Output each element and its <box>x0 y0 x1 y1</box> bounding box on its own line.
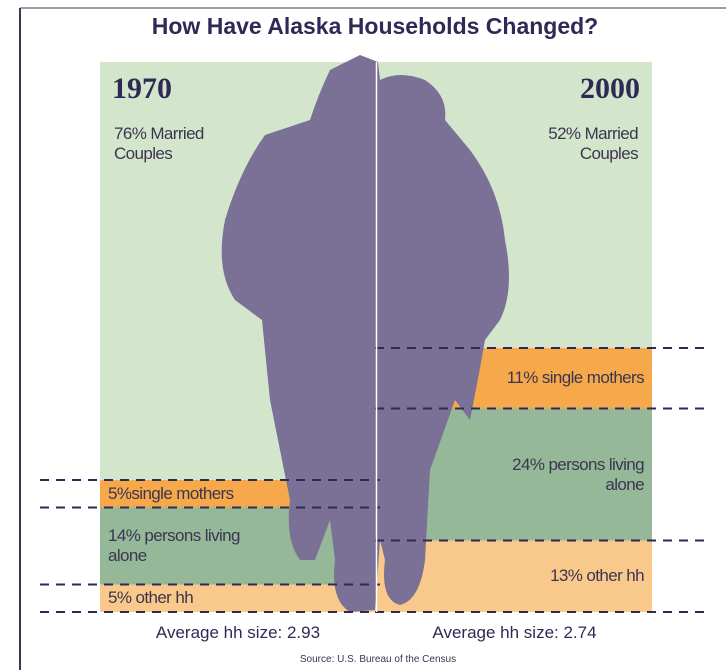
chart-title: How Have Alaska Households Changed? <box>152 13 598 39</box>
value-label-text: 11% single mothers <box>507 368 644 388</box>
value-label: 11% single mothers <box>385 348 644 409</box>
value-label-text: 5%single mothers <box>108 484 234 504</box>
value-label-text: 13% other hh <box>550 566 644 586</box>
value-label: 13% other hh <box>385 541 644 613</box>
category-label: 2000 <box>580 72 640 105</box>
category-label: 1970 <box>112 72 172 105</box>
value-label: 24% persons living alone <box>385 409 644 541</box>
value-label-text: 76% Married Couples <box>114 124 248 164</box>
value-label-text: 24% persons living alone <box>485 455 644 495</box>
value-label: 5% other hh <box>108 585 368 613</box>
annotation: Average hh size: 2.93 <box>156 623 320 642</box>
annotation: Average hh size: 2.74 <box>432 623 596 642</box>
value-label-text: 5% other hh <box>108 588 193 608</box>
value-label: 14% persons living alone <box>108 508 368 585</box>
value-label: 52% Married Couples <box>385 124 644 174</box>
value-label: 5%single mothers <box>108 480 368 508</box>
value-label-text: 52% Married Couples <box>505 124 638 164</box>
infographic: How Have Alaska Households Changed? 1970… <box>0 0 726 670</box>
source: Source: U.S. Bureau of the Census <box>300 654 456 665</box>
value-label: 76% Married Couples <box>108 124 368 174</box>
value-label-text: 14% persons living alone <box>108 526 278 566</box>
